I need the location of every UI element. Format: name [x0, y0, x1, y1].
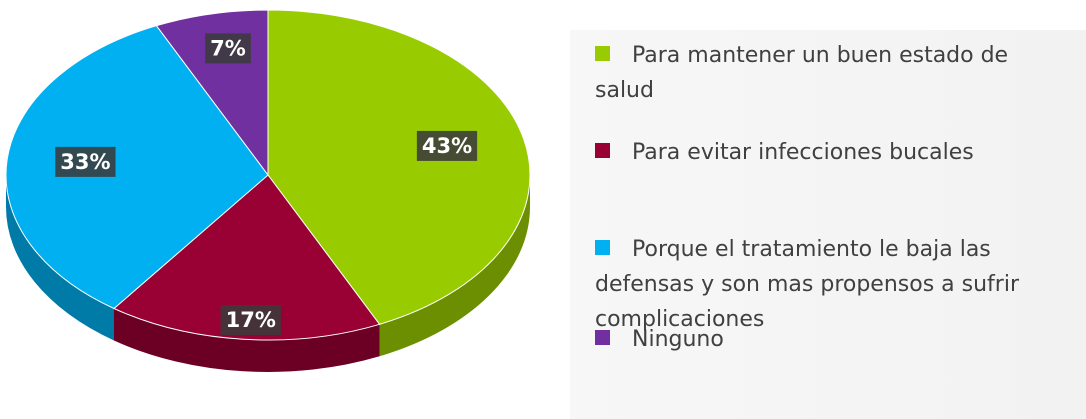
legend-background	[570, 30, 1086, 419]
data-label: 33%	[55, 146, 116, 177]
pie-slice	[267, 9, 531, 325]
legend-swatch	[595, 240, 610, 255]
data-label-text: 7%	[210, 36, 246, 60]
pie-slice	[113, 174, 381, 341]
pie-side	[6, 175, 115, 341]
pie-chart: 43% 17% 33% 7%	[5, 9, 531, 372]
legend-label: Porque el tratamiento le baja las defens…	[595, 237, 1019, 332]
data-label: 43%	[416, 130, 478, 161]
legend-label: Ninguno	[632, 327, 724, 352]
legend-label: Para evitar infecciones bucales	[632, 140, 974, 165]
data-label-box	[55, 146, 116, 177]
pie-slice	[5, 25, 269, 310]
data-label-text: 43%	[422, 134, 472, 158]
data-label-text: 17%	[226, 308, 276, 332]
legend-swatch	[595, 330, 610, 345]
legend-item: Para mantener un buen estado de salud	[595, 38, 1045, 108]
legend-item: Porque el tratamiento le baja las defens…	[595, 232, 1045, 337]
data-label-box	[220, 305, 281, 336]
data-label-text: 33%	[60, 150, 110, 174]
legend-swatch	[595, 143, 610, 158]
legend-label: Para mantener un buen estado de salud	[595, 43, 1009, 103]
data-label: 7%	[205, 33, 251, 64]
legend-item: Para evitar infecciones bucales	[595, 135, 1045, 170]
data-label-box	[416, 130, 478, 161]
data-label: 17%	[220, 305, 281, 336]
legend-swatch	[595, 46, 610, 61]
legend-item: Ninguno	[595, 322, 1045, 357]
data-label-box	[205, 33, 251, 64]
pie-side	[114, 308, 380, 372]
